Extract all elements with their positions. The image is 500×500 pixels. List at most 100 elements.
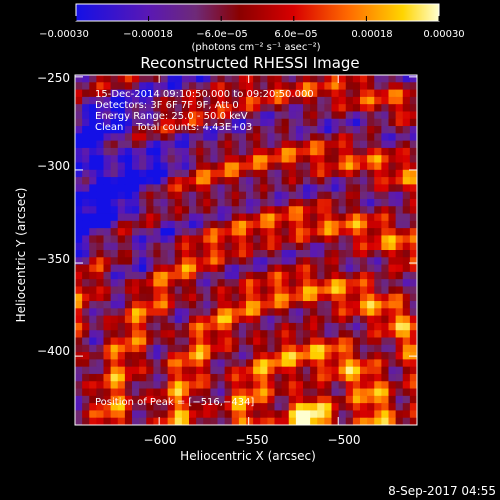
heatmap-cell [395, 104, 404, 112]
heatmap-cell [409, 89, 417, 98]
heatmap-cell [132, 82, 140, 90]
heatmap-cell [360, 198, 368, 207]
heatmap-cell [132, 213, 140, 222]
heatmap-cell [260, 366, 268, 375]
heatmap-cell [160, 169, 169, 178]
heatmap-cell [395, 381, 404, 389]
heatmap-cell [181, 322, 190, 331]
heatmap-cell [231, 96, 240, 105]
heatmap-cell [253, 133, 261, 142]
heatmap-cell [274, 257, 283, 265]
heatmap-cell [395, 344, 404, 353]
heatmap-cell [160, 337, 169, 346]
heatmap-cell [295, 177, 304, 185]
heatmap-cell [388, 279, 397, 287]
heatmap-cell [374, 220, 382, 229]
heatmap-cell [253, 264, 261, 273]
y-tick-label: −300 [37, 159, 70, 173]
heatmap-cell [174, 235, 183, 244]
heatmap-cell [395, 250, 404, 258]
heatmap-cell [374, 206, 382, 214]
heatmap-cell [345, 337, 354, 346]
heatmap-cell [260, 373, 268, 382]
heatmap-cell [388, 213, 397, 222]
heatmap-cell [367, 344, 375, 353]
heatmap-cell [310, 191, 318, 200]
heatmap-cell [139, 286, 147, 295]
heatmap-cell [75, 250, 83, 258]
heatmap-cell [381, 213, 389, 222]
heatmap-cell [174, 133, 183, 142]
heatmap-cell [224, 301, 233, 309]
heatmap-cell [203, 104, 211, 112]
heatmap-cell [146, 352, 154, 360]
heatmap-cell [117, 337, 126, 346]
heatmap-cell [288, 235, 297, 244]
heatmap-cell [260, 198, 268, 207]
heatmap-cell [146, 381, 154, 389]
heatmap-cell [153, 388, 161, 397]
heatmap-cell [103, 177, 112, 185]
heatmap-cell [331, 96, 340, 105]
heatmap-cell [303, 250, 311, 258]
heatmap-cell [75, 293, 83, 302]
heatmap-cell [110, 257, 119, 265]
heatmap-cell [246, 111, 254, 120]
heatmap-cell [288, 177, 297, 185]
heatmap-cell [395, 155, 404, 163]
heatmap-cell [153, 403, 161, 411]
heatmap-cell [288, 242, 297, 251]
heatmap-cell [224, 191, 233, 200]
heatmap-cell [331, 330, 340, 338]
heatmap-cell [310, 330, 318, 338]
heatmap-cell [253, 235, 261, 244]
heatmap-cell [174, 140, 183, 149]
heatmap-cell [117, 395, 126, 404]
heatmap-cell [409, 177, 417, 185]
heatmap-cell [352, 228, 361, 236]
heatmap-cell [203, 213, 211, 222]
heatmap-cell [146, 147, 154, 156]
heatmap-cell [274, 147, 283, 156]
colorbar-tick-label: 0.00030 [423, 29, 464, 40]
heatmap-cell [196, 264, 204, 273]
heatmap-cell [381, 308, 389, 317]
heatmap-cell [409, 366, 417, 375]
heatmap-cell [295, 213, 304, 222]
heatmap-cell [402, 286, 411, 295]
heatmap-cell [367, 198, 375, 207]
heatmap-cell [96, 315, 104, 324]
heatmap-cell [103, 118, 112, 127]
heatmap-cell [402, 279, 411, 287]
heatmap-cell [160, 286, 169, 295]
heatmap-cell [288, 257, 297, 265]
heatmap-cell [260, 89, 268, 98]
heatmap-cell [117, 271, 126, 280]
heatmap-cell [246, 198, 254, 207]
heatmap-cell [224, 395, 233, 404]
heatmap-cell [117, 330, 126, 338]
heatmap-cell [367, 293, 375, 302]
heatmap-cell [409, 235, 417, 244]
heatmap-cell [367, 388, 375, 397]
heatmap-cell [167, 184, 176, 193]
heatmap-cell [103, 344, 112, 353]
heatmap-cell [117, 366, 126, 375]
colorbar-tick-label: −0.00018 [123, 29, 173, 40]
heatmap-cell [303, 184, 311, 193]
heatmap-cell [174, 322, 183, 331]
heatmap-cell [89, 308, 97, 317]
heatmap-cell [146, 279, 154, 287]
heatmap-cell [160, 118, 169, 127]
heatmap-cell [338, 388, 347, 397]
heatmap-cell [217, 133, 226, 142]
heatmap-cell [267, 352, 275, 360]
heatmap-cell [324, 301, 332, 309]
heatmap-cell [267, 155, 275, 163]
heatmap-cell [367, 177, 375, 185]
heatmap-cell [381, 359, 389, 368]
heatmap-cell [153, 133, 161, 142]
heatmap-cell [231, 162, 240, 171]
heatmap-cell [82, 162, 90, 171]
heatmap-cell [253, 177, 261, 185]
